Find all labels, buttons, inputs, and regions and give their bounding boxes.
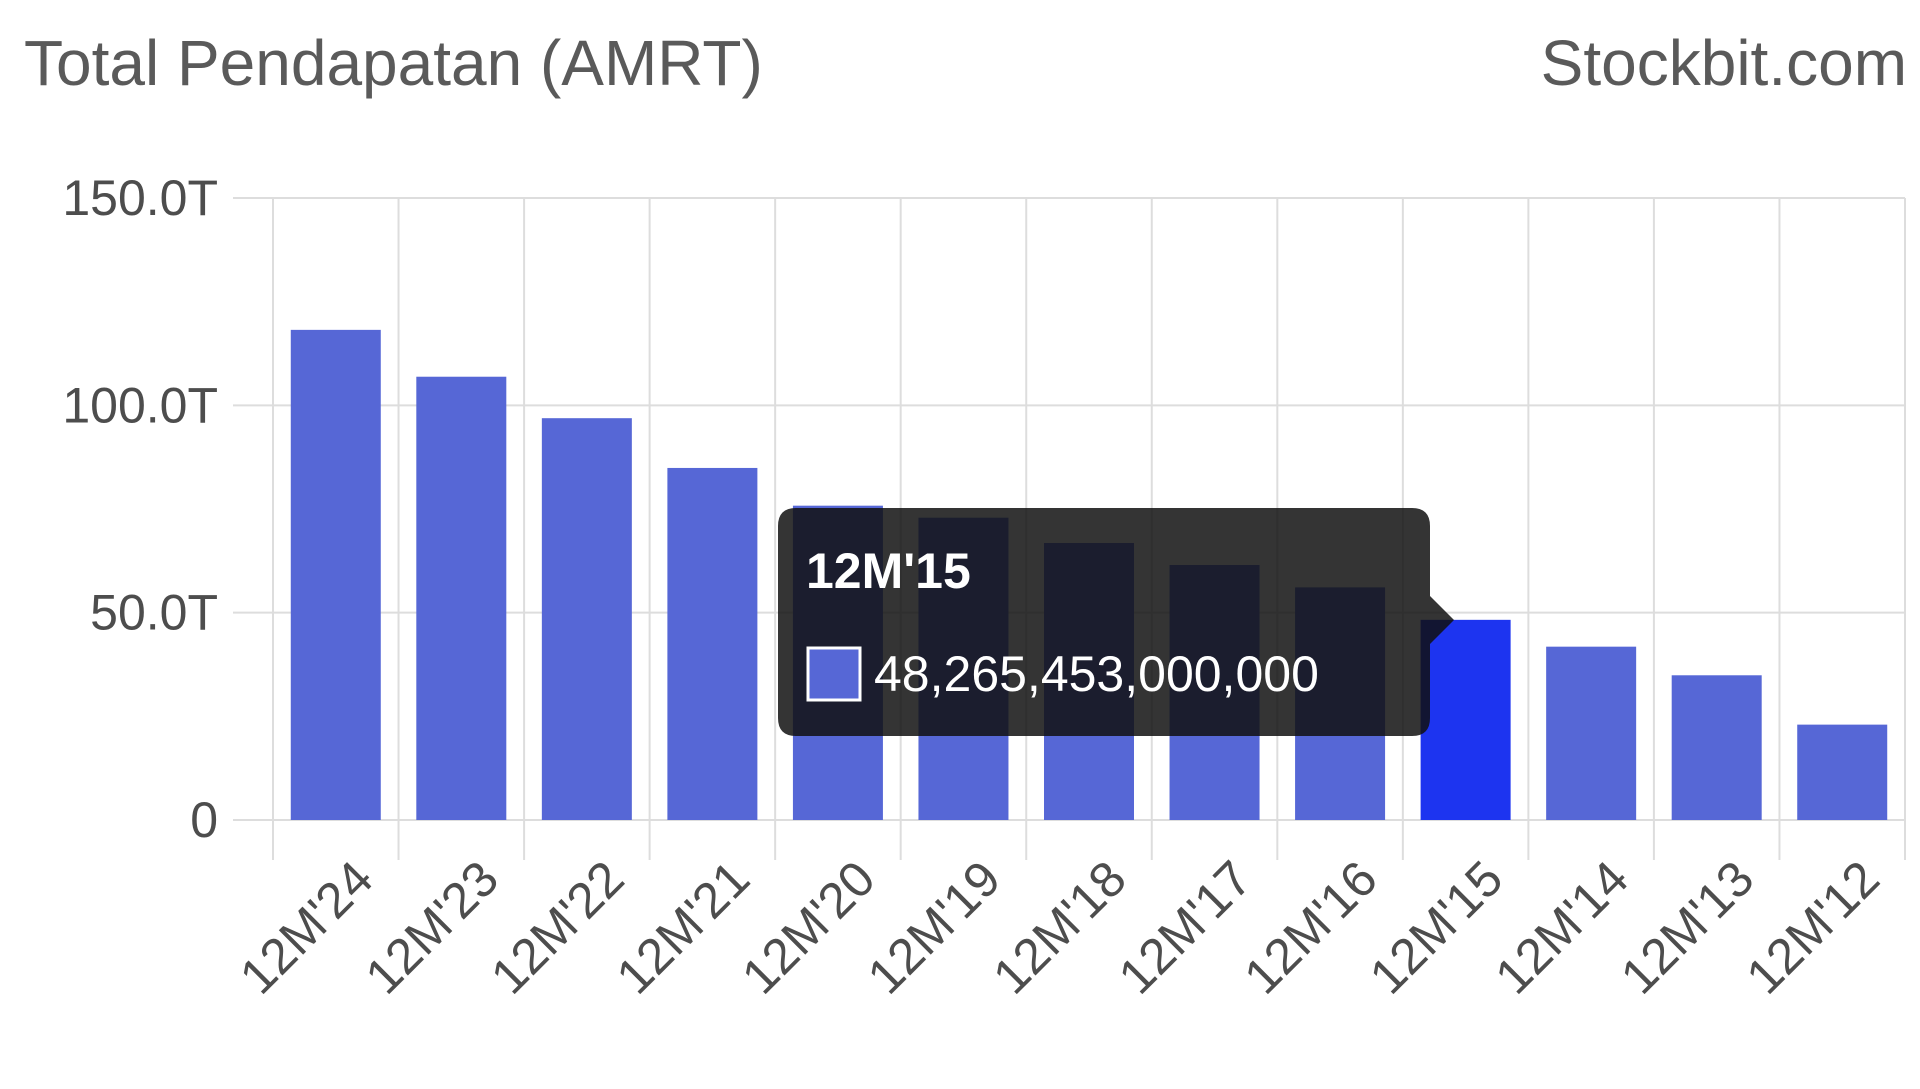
brand-label: Stockbit.com <box>1540 27 1907 99</box>
tooltip-swatch <box>806 646 862 702</box>
chart-title: Total Pendapatan (AMRT) <box>24 27 763 99</box>
x-tick-label: 12M'18 <box>982 850 1136 1004</box>
bar-12M'14[interactable] <box>1546 646 1637 820</box>
tooltip-title: 12M'15 <box>806 543 971 599</box>
bar-12M'21[interactable] <box>667 467 758 820</box>
bar-12M'24[interactable] <box>290 329 381 820</box>
x-tick-label: 12M'20 <box>731 850 885 1004</box>
x-tick-label: 12M'13 <box>1610 850 1764 1004</box>
x-tick-label: 12M'21 <box>606 850 760 1004</box>
x-axis-ticks: 12M'2412M'2312M'2212M'2112M'2012M'1912M'… <box>229 850 1890 1004</box>
x-tick-label: 12M'15 <box>1359 850 1513 1004</box>
x-tick-label: 12M'12 <box>1736 850 1890 1004</box>
x-tick-label: 12M'19 <box>857 850 1011 1004</box>
x-tick-label: 12M'23 <box>355 850 509 1004</box>
bar-12M'15[interactable] <box>1420 619 1511 820</box>
x-tick-label: 12M'16 <box>1233 850 1387 1004</box>
y-tick-label: 150.0T <box>62 170 218 226</box>
bar-12M'12[interactable] <box>1797 724 1888 820</box>
bar-12M'22[interactable] <box>541 418 632 820</box>
bar-12M'13[interactable] <box>1671 675 1762 820</box>
x-tick-label: 12M'24 <box>229 850 383 1004</box>
bar-12M'23[interactable] <box>416 376 507 820</box>
y-axis-ticks: 150.0T 100.0T 50.0T 0 <box>62 170 218 848</box>
x-tick-label: 12M'22 <box>480 850 634 1004</box>
y-tick-label: 0 <box>190 792 218 848</box>
x-tick-label: 12M'14 <box>1484 850 1638 1004</box>
tooltip: 12M'15 48,265,453,000,000 <box>778 508 1454 736</box>
y-tick-label: 100.0T <box>62 377 218 433</box>
tooltip-value: 48,265,453,000,000 <box>874 646 1319 702</box>
tooltip-background <box>778 508 1454 736</box>
x-tick-label: 12M'17 <box>1108 850 1262 1004</box>
y-tick-label: 50.0T <box>90 585 218 641</box>
